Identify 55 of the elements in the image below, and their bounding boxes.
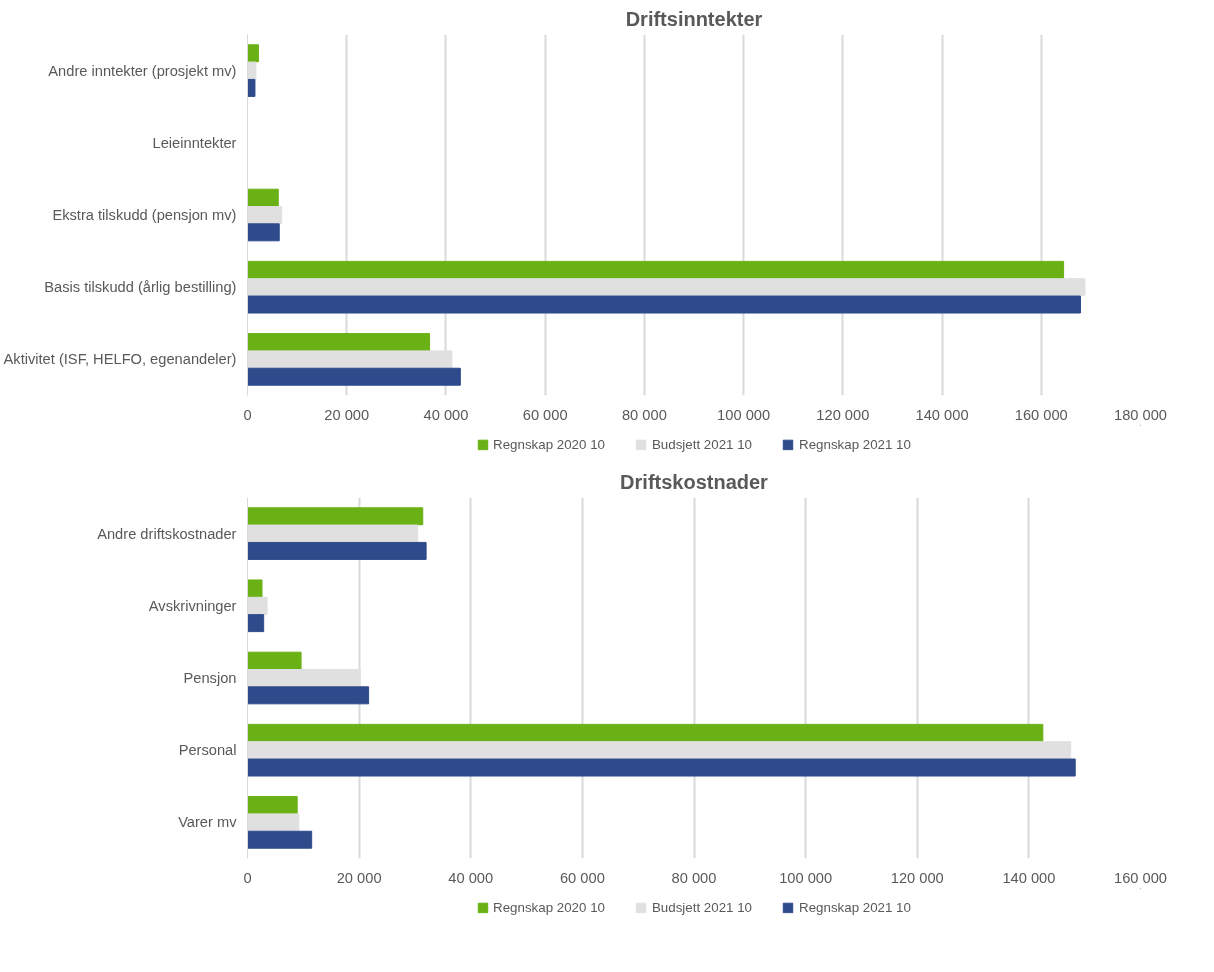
chart-title: Driftsinntekter bbox=[625, 7, 763, 30]
x-tick-label: 0 bbox=[243, 406, 252, 423]
bar bbox=[247, 295, 1081, 314]
bar bbox=[247, 367, 461, 386]
y-tick-label: Varer mv bbox=[178, 814, 238, 831]
bar bbox=[247, 796, 298, 815]
x-tick-label: 160 000 bbox=[1114, 869, 1167, 886]
bar bbox=[247, 78, 256, 97]
y-tick-label: Basis tilskudd (årlig bestilling) bbox=[44, 279, 237, 296]
x-tick-label: 120 000 bbox=[890, 869, 944, 886]
bar bbox=[247, 614, 265, 633]
bar bbox=[247, 260, 1065, 279]
bar bbox=[247, 223, 280, 242]
bar bbox=[247, 830, 313, 849]
x-tick-label: 80 000 bbox=[621, 406, 667, 423]
y-tick-label: Personal bbox=[178, 742, 237, 759]
y-tick-label: Ekstra tilskudd (pensjon mv) bbox=[52, 207, 237, 223]
bar bbox=[247, 44, 259, 63]
legend-label: Regnskap 2021 10 bbox=[799, 899, 911, 915]
legend-label: Budsjett 2021 10 bbox=[651, 436, 753, 452]
x-tick-label: 40 000 bbox=[423, 406, 469, 423]
y-tick-label: Aktivitet (ISF, HELFO, egenandeler) bbox=[3, 351, 237, 368]
y-tick-label: Avskrivninger bbox=[148, 597, 237, 614]
legend-label: Budsjett 2021 10 bbox=[651, 899, 753, 915]
legend-label: Regnskap 2021 10 bbox=[799, 436, 911, 452]
x-tick-label: 120 000 bbox=[816, 406, 870, 423]
y-tick-label: Leieinntekter bbox=[152, 134, 237, 151]
y-tick-label: Pensjon bbox=[183, 670, 237, 686]
legend-label: Regnskap 2020 10 bbox=[493, 436, 605, 452]
y-tick-label: Andre inntekter (prosjekt mv) bbox=[48, 62, 237, 79]
bar bbox=[247, 507, 424, 526]
x-tick-label: 60 000 bbox=[522, 406, 568, 423]
bar bbox=[247, 686, 370, 705]
x-tick-label: 20 000 bbox=[336, 869, 382, 886]
bar bbox=[247, 333, 431, 352]
x-tick-label: 180 000 bbox=[1114, 406, 1167, 423]
x-tick-label: 60 000 bbox=[559, 869, 605, 886]
bar bbox=[247, 651, 302, 670]
bar bbox=[247, 541, 427, 560]
x-tick-label: 140 000 bbox=[915, 406, 969, 423]
y-tick-label: Andre driftskostnader bbox=[97, 525, 237, 542]
chart-title: Driftskostnader bbox=[620, 470, 769, 493]
bar bbox=[247, 188, 279, 207]
x-tick-label: 100 000 bbox=[779, 869, 833, 886]
x-tick-label: 100 000 bbox=[717, 406, 771, 423]
bar bbox=[247, 723, 1044, 742]
x-tick-label: 160 000 bbox=[1014, 406, 1068, 423]
legend-label: Regnskap 2020 10 bbox=[493, 899, 605, 915]
x-tick-label: 80 000 bbox=[671, 869, 717, 886]
bar bbox=[247, 579, 263, 598]
bar bbox=[247, 758, 1076, 777]
x-tick-label: 140 000 bbox=[1002, 869, 1056, 886]
x-tick-label: 0 bbox=[243, 869, 252, 886]
x-tick-label: 20 000 bbox=[324, 406, 370, 423]
x-tick-label: 40 000 bbox=[448, 869, 494, 886]
